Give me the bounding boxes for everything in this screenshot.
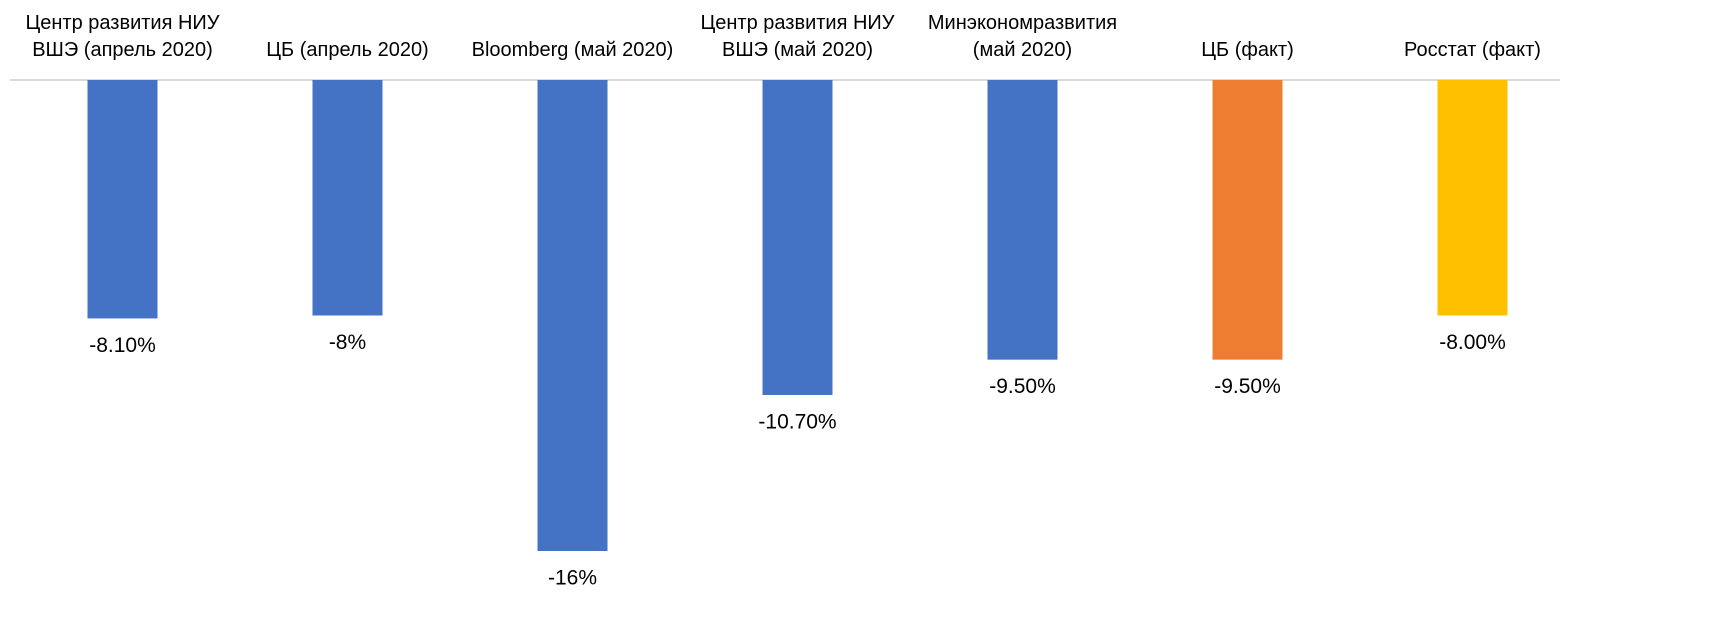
category-label: Минэкономразвития (май 2020) — [927, 12, 1118, 61]
value-label: -9.50% — [1214, 375, 1281, 398]
category-label: ЦБ (факт) — [1201, 39, 1294, 61]
bar — [987, 80, 1058, 360]
value-label: -10.70% — [758, 411, 836, 434]
bar — [87, 80, 158, 319]
bar — [1437, 80, 1508, 316]
value-label: -16% — [548, 567, 597, 590]
bar — [762, 80, 833, 395]
value-label: -8.10% — [89, 334, 156, 357]
bar — [1212, 80, 1283, 360]
category-label: Центр развития НИУ ВШЭ (май 2020) — [700, 12, 895, 61]
category-label: Центр развития НИУ ВШЭ (апрель 2020) — [25, 12, 220, 61]
category-label: ЦБ (апрель 2020) — [266, 39, 429, 61]
value-label: -9.50% — [989, 375, 1056, 398]
value-label: -8.00% — [1439, 331, 1506, 354]
bar — [537, 80, 608, 551]
value-label: -8% — [329, 331, 366, 354]
category-label: Bloomberg (май 2020) — [471, 39, 674, 61]
bar — [312, 80, 383, 316]
category-label: Росстат (факт) — [1404, 39, 1541, 61]
